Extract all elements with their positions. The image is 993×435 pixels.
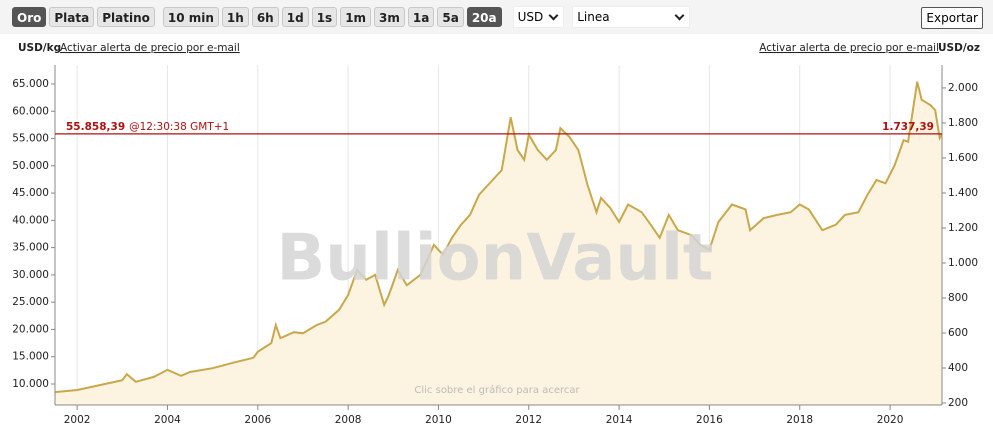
- range-button[interactable]: 1d: [281, 7, 309, 27]
- y-tick-label: 35.000: [12, 242, 49, 254]
- range-button[interactable]: 1h: [221, 7, 249, 27]
- x-tick-label: 2012: [515, 414, 542, 426]
- watermark: BullionVault: [277, 222, 714, 296]
- y-tick-label: 55.000: [12, 133, 49, 145]
- currency-select[interactable]: USD: [512, 6, 565, 28]
- metal-button[interactable]: Plata: [49, 7, 95, 27]
- range-button[interactable]: 3m: [374, 7, 405, 27]
- metal-button[interactable]: Oro: [12, 7, 47, 27]
- range-button[interactable]: 5a: [437, 7, 464, 27]
- price-value: 55.858,39: [66, 121, 125, 133]
- y-tick-label: 45.000: [12, 187, 49, 199]
- current-price-y2-label: 1.737,39: [882, 121, 934, 133]
- alert-link: Activar alerta de precio por e-mail: [759, 42, 939, 54]
- range-button[interactable]: 1a: [407, 7, 435, 27]
- y2-tick-label: 200: [948, 397, 968, 409]
- y2-tick-label: 1.600: [948, 152, 978, 164]
- x-tick-label: 2018: [786, 414, 813, 426]
- metal-button[interactable]: Platino: [97, 7, 155, 27]
- current-price-label: 55.858,39 @12:30:38 GMT+1: [66, 121, 229, 133]
- x-tick-label: 2014: [606, 414, 633, 426]
- x-tick-label: 2004: [154, 414, 181, 426]
- x-tick-label: 2016: [696, 414, 723, 426]
- range-button[interactable]: 20a: [466, 7, 502, 27]
- alert-link[interactable]: Activar alerta de precio por e-mail: [60, 42, 240, 54]
- y-tick-label: 15.000: [12, 351, 49, 363]
- range-button[interactable]: 1m: [340, 7, 372, 27]
- y-tick-label: 65.000: [12, 78, 49, 90]
- y2-tick-label: 800: [948, 292, 968, 304]
- y-tick-label: 20.000: [12, 323, 49, 335]
- unit-label: USD/kg: [18, 42, 61, 54]
- y2-tick-label: 2.000: [948, 82, 978, 94]
- unit-label: USD/oz: [938, 42, 980, 54]
- style-select[interactable]: Linea: [572, 6, 691, 28]
- y2-tick-label: 1.800: [948, 117, 978, 129]
- hint: Clic sobre el gráfico para acercar: [414, 384, 580, 396]
- x-tick-label: 2020: [877, 414, 904, 426]
- y2-tick-label: 600: [948, 327, 968, 339]
- y-tick-label: 50.000: [12, 160, 49, 172]
- y-tick-label: 10.000: [12, 378, 49, 390]
- range-button[interactable]: 1s: [311, 7, 338, 27]
- x-tick-label: 2008: [335, 414, 362, 426]
- x-tick-label: 2010: [425, 414, 452, 426]
- y-tick-label: 60.000: [12, 105, 49, 117]
- price-time: @12:30:38 GMT+1: [129, 121, 229, 133]
- x-tick-label: 2002: [64, 414, 91, 426]
- range-button[interactable]: 6h: [251, 7, 279, 27]
- area-fill: [55, 81, 942, 405]
- toolbar: Oro Plata Platino 10 min 1h 6h 1d 1s 1m 3m 1a 5a 20a…: [0, 0, 993, 34]
- y-tick-label: 25.000: [12, 296, 49, 308]
- y2-tick-label: 1.000: [948, 257, 978, 269]
- y-tick-label: 40.000: [12, 214, 49, 226]
- y2-tick-label: 1.200: [948, 222, 978, 234]
- export-button[interactable]: Exportar: [921, 7, 983, 29]
- y2-tick-label: 1.400: [948, 187, 978, 199]
- y-tick-label: 30.000: [12, 269, 49, 281]
- x-tick-label: 2006: [244, 414, 271, 426]
- range-button[interactable]: 10 min: [162, 7, 219, 27]
- y2-tick-label: 400: [948, 362, 968, 374]
- price-line: [55, 81, 942, 394]
